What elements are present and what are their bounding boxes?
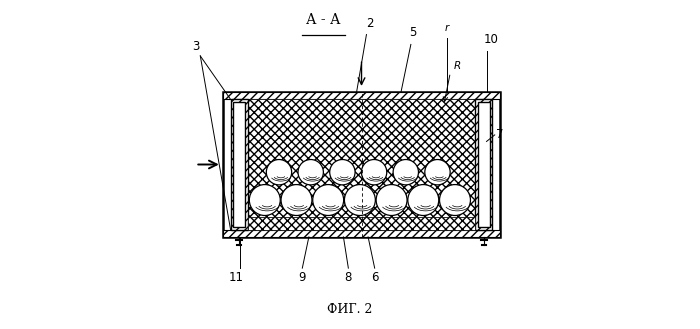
Text: 3: 3	[192, 39, 199, 53]
Ellipse shape	[425, 160, 450, 185]
Bar	[223, 92, 500, 99]
Ellipse shape	[266, 160, 292, 185]
Ellipse shape	[408, 185, 439, 215]
Text: 9: 9	[298, 271, 306, 285]
Bar	[230, 99, 248, 230]
Bar	[248, 217, 475, 230]
Text: 11: 11	[229, 271, 244, 285]
Text: А - А: А - А	[307, 13, 341, 27]
Ellipse shape	[361, 160, 387, 185]
Ellipse shape	[440, 185, 470, 215]
Ellipse shape	[313, 185, 344, 215]
Text: 7: 7	[496, 128, 504, 141]
Text: R: R	[454, 61, 461, 71]
Bar	[478, 102, 490, 227]
Ellipse shape	[281, 185, 312, 215]
Bar	[223, 92, 500, 237]
Bar	[475, 99, 493, 230]
Ellipse shape	[249, 185, 280, 215]
Ellipse shape	[344, 185, 375, 215]
Text: 2: 2	[366, 16, 374, 30]
Text: 10: 10	[484, 33, 499, 46]
Bar	[233, 102, 245, 227]
Ellipse shape	[393, 160, 419, 185]
Text: 5: 5	[409, 26, 416, 39]
Ellipse shape	[330, 160, 355, 185]
Text: r: r	[445, 23, 449, 33]
Text: 6: 6	[371, 271, 379, 285]
Text: 8: 8	[344, 271, 352, 285]
Ellipse shape	[376, 185, 407, 215]
Ellipse shape	[298, 160, 323, 185]
Text: ФИГ. 2: ФИГ. 2	[328, 303, 372, 316]
Bar	[248, 99, 475, 217]
Bar	[223, 230, 500, 237]
